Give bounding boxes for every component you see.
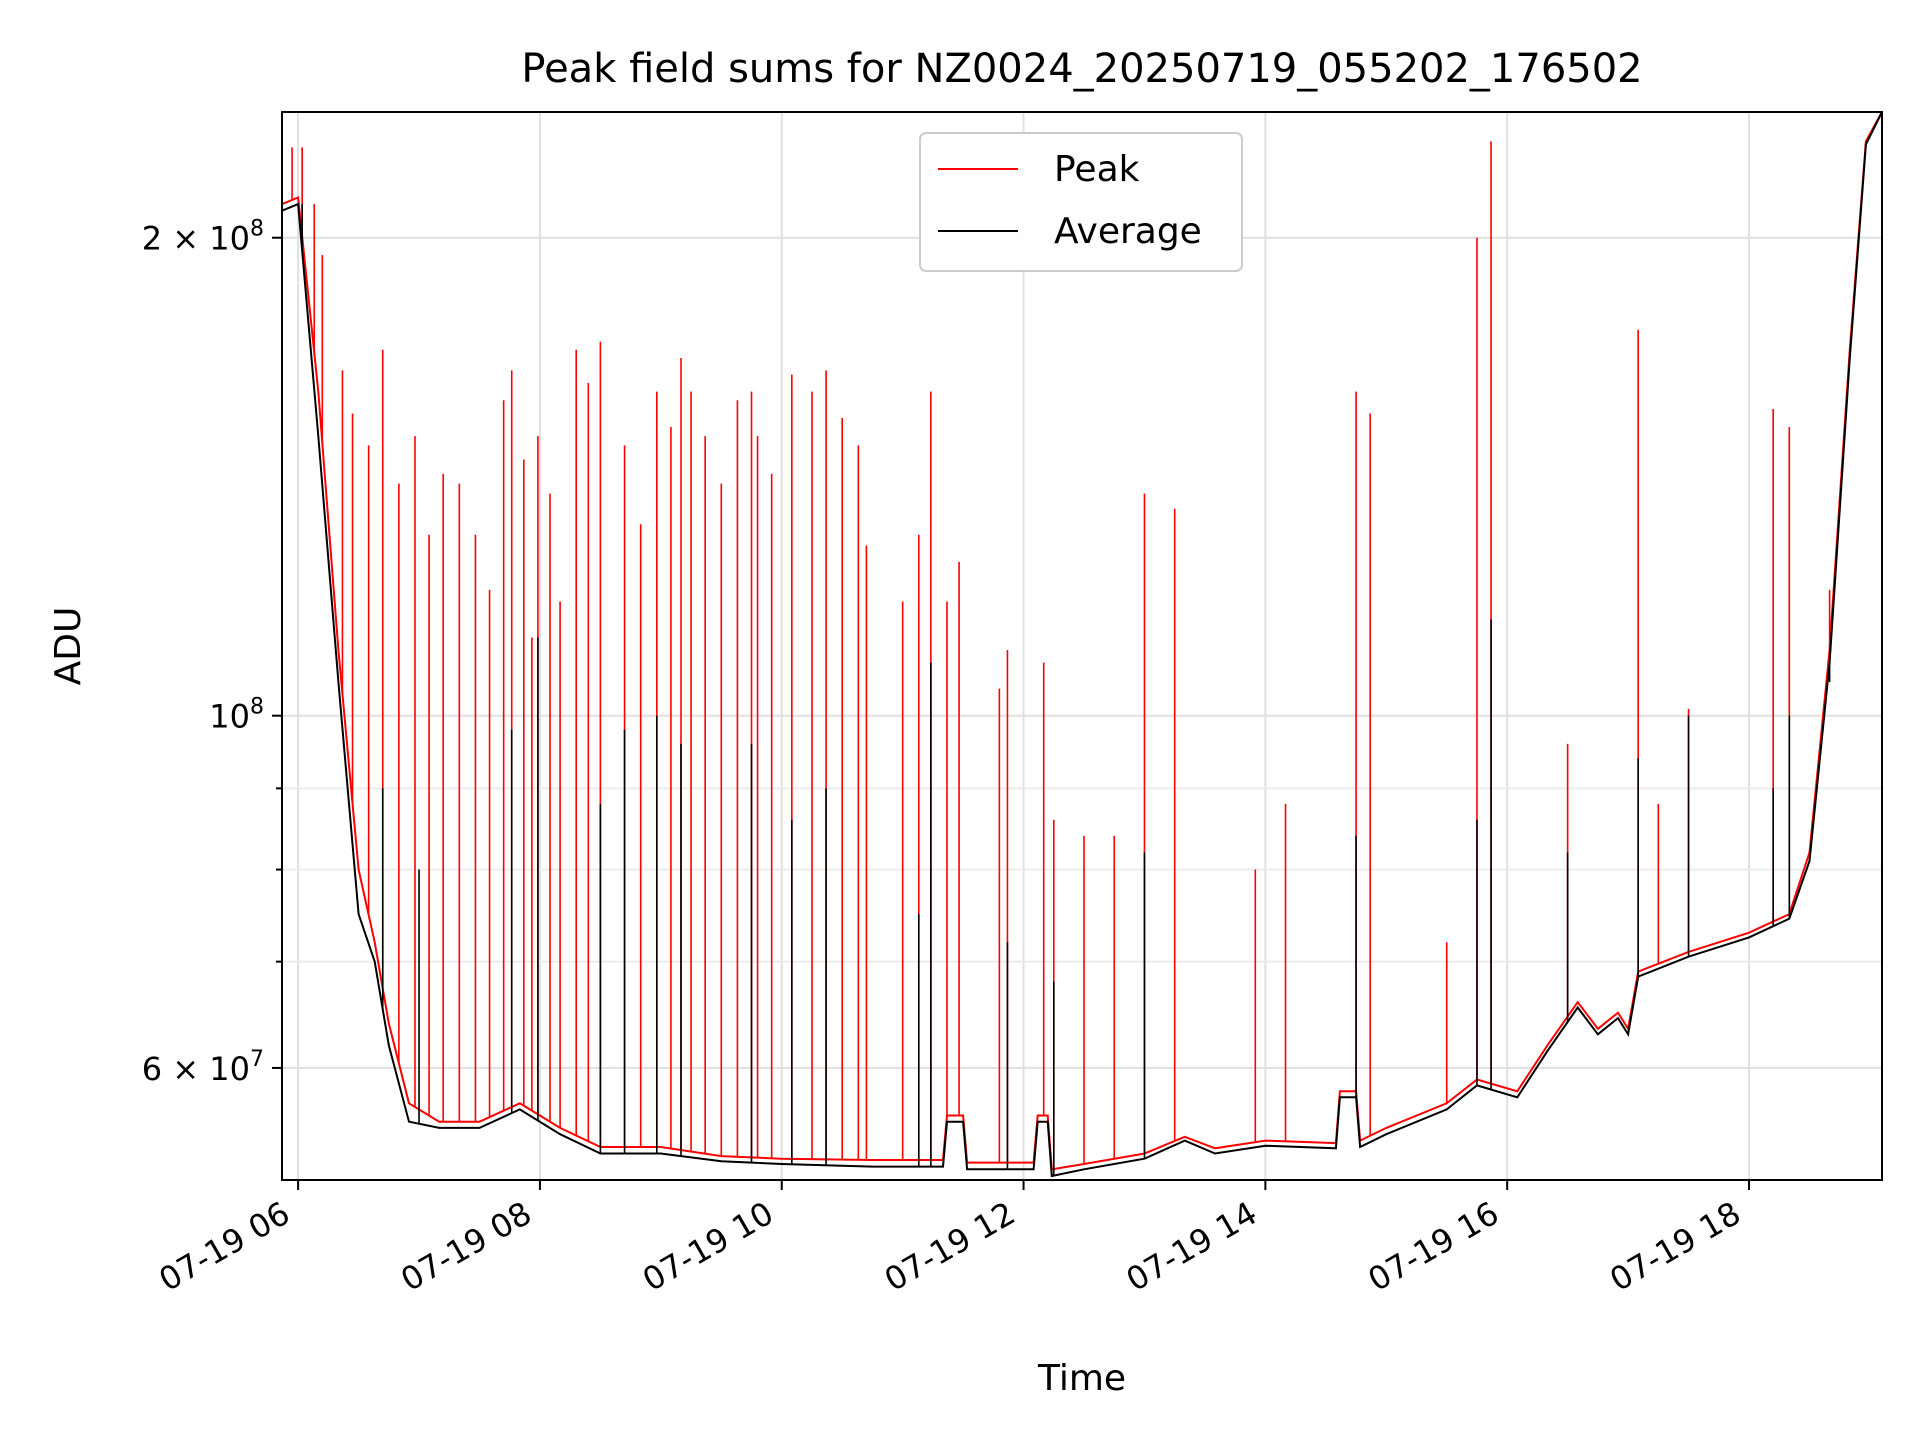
- plot-frame: [281, 111, 1883, 1181]
- y-tick-label: 108: [209, 695, 264, 736]
- y-axis-label: ADU: [48, 607, 89, 686]
- plot-series: [281, 111, 1883, 1178]
- x-axis-label: Time: [1037, 1358, 1126, 1399]
- chart-title: Peak field sums for NZ0024_20250719_0552…: [521, 46, 1642, 92]
- series-average: [281, 111, 1883, 1178]
- y-tick-label: 6 × 107: [142, 1047, 264, 1088]
- series-peak: [281, 111, 1883, 1171]
- legend-box: [919, 132, 1243, 272]
- legend: Peak Average: [919, 132, 1243, 272]
- y-tick-label: 2 × 108: [142, 217, 264, 258]
- legend-average-label: Average: [1054, 211, 1202, 252]
- y-axis-ticks: 6 × 107 108 2 × 108: [142, 217, 282, 1088]
- legend-peak-label: Peak: [1054, 149, 1140, 190]
- series-average-line: [281, 111, 1883, 1178]
